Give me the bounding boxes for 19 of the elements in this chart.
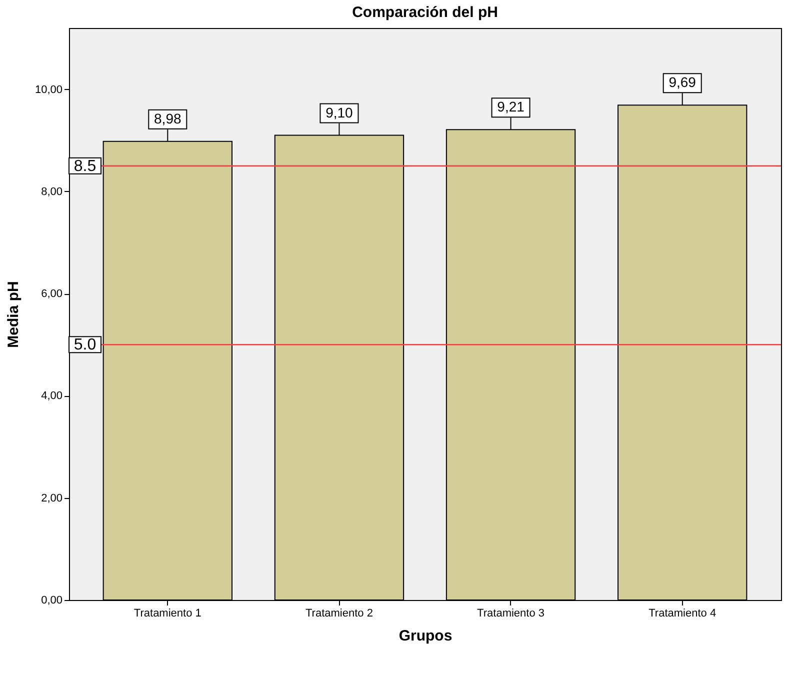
x-tick-label: Tratamiento 2 [305, 608, 373, 620]
y-tick-label: 4,00 [41, 390, 62, 402]
y-tick-label: 8,00 [41, 186, 62, 198]
y-tick-label: 10,00 [34, 84, 62, 96]
x-tick-label: Tratamiento 4 [648, 608, 716, 620]
y-tick-label: 6,00 [41, 288, 62, 300]
ref-line-label: 5.0 [74, 336, 96, 354]
data-label: 9,69 [668, 74, 696, 90]
y-tick-label: 2,00 [41, 492, 62, 504]
x-tick-label: Tratamiento 3 [477, 608, 545, 620]
chart-title: Comparación del pH [352, 4, 498, 21]
data-label: 9,21 [497, 98, 525, 115]
x-tick-label: Tratamiento 1 [134, 608, 202, 620]
ref-line-label: 8.5 [74, 158, 96, 175]
data-label: 8,98 [154, 110, 182, 126]
y-axis-title: Media pH [4, 281, 22, 348]
data-label: 9,10 [326, 104, 354, 120]
x-axis-title: Grupos [398, 628, 452, 644]
y-tick-label: 0,00 [41, 594, 62, 606]
